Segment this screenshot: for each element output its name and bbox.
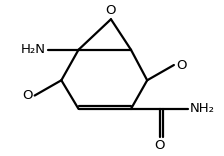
Text: O: O xyxy=(154,139,165,152)
Text: O: O xyxy=(176,58,186,71)
Text: O: O xyxy=(22,89,33,102)
Text: H₂N: H₂N xyxy=(21,43,46,56)
Text: O: O xyxy=(106,4,116,17)
Text: NH₂: NH₂ xyxy=(190,102,215,115)
